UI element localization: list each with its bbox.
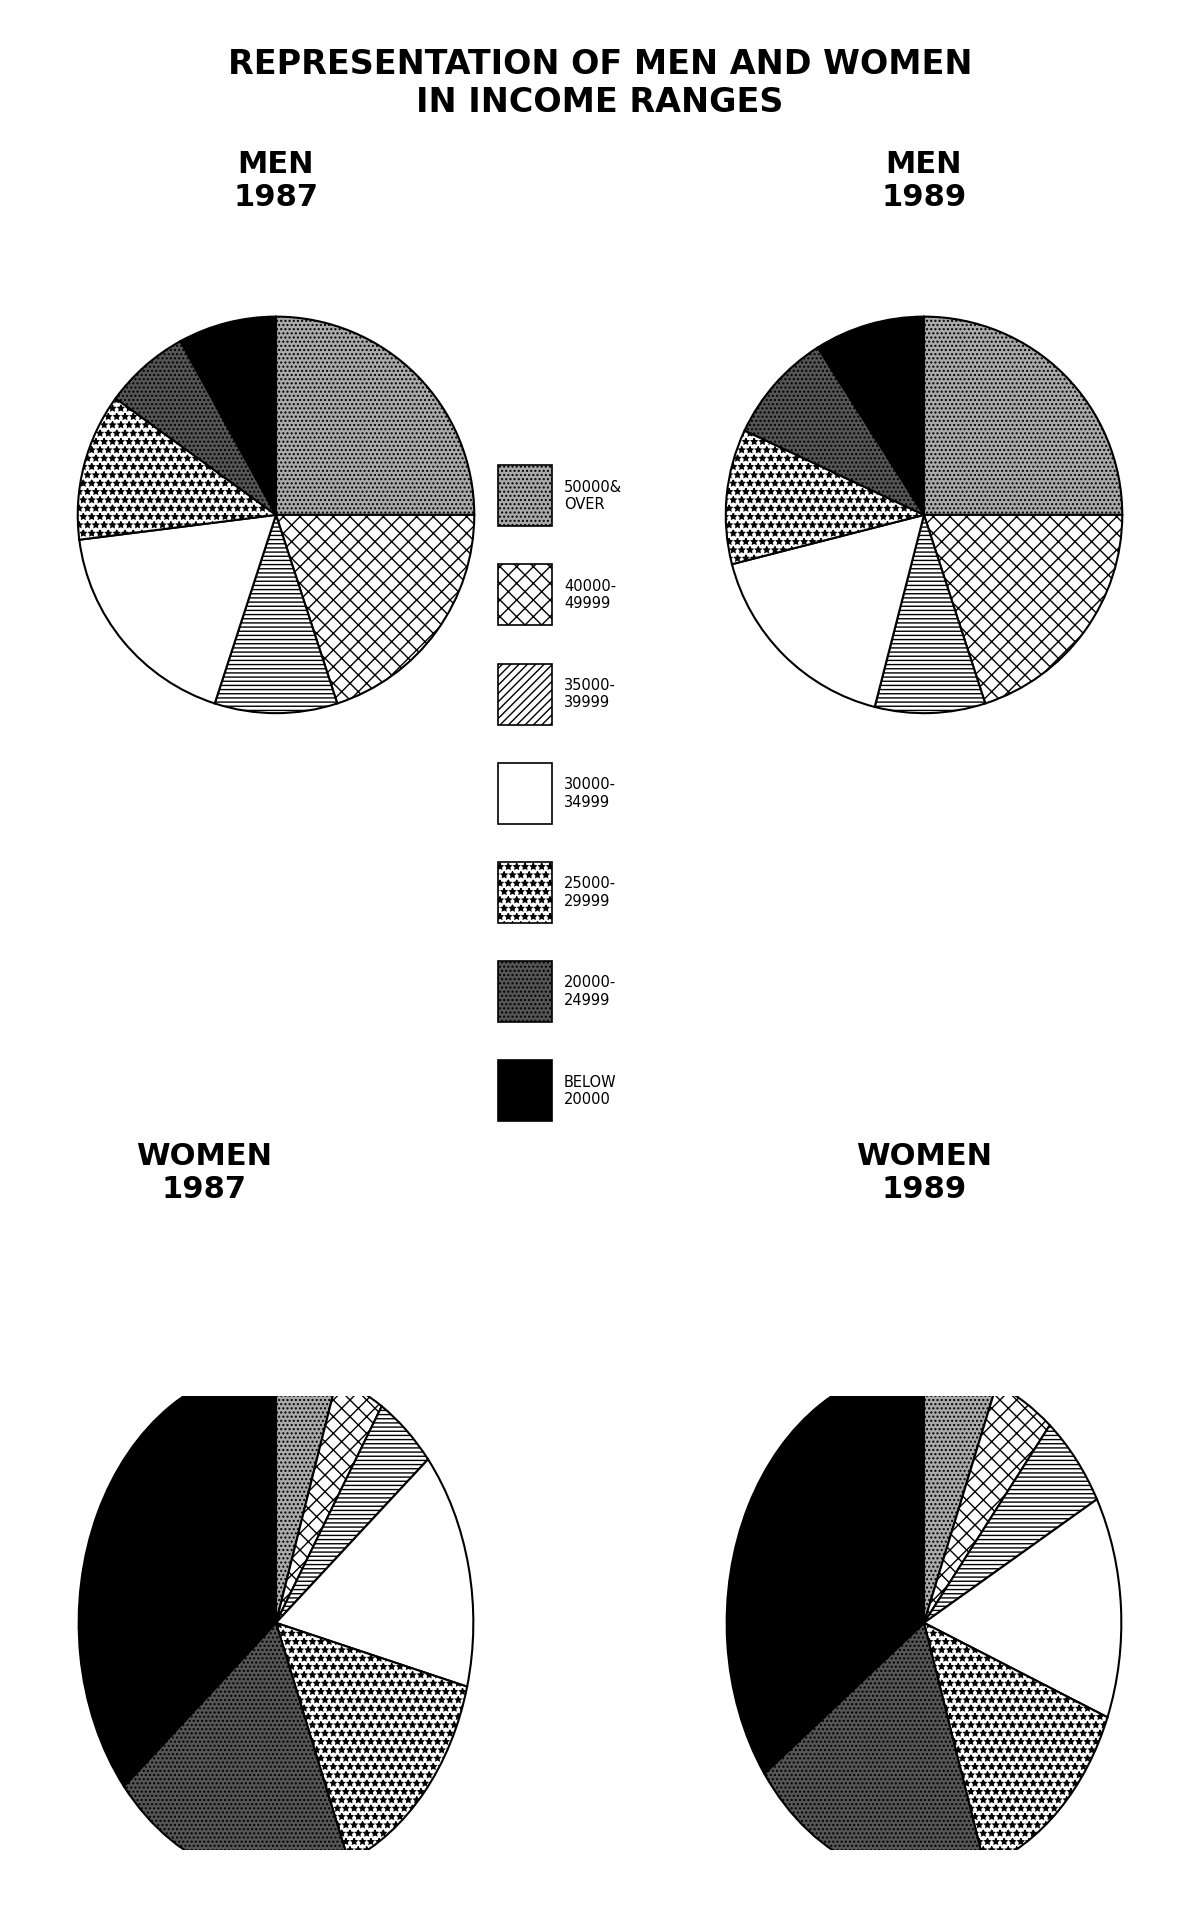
Text: WOMEN
1989: WOMEN 1989 xyxy=(856,1142,992,1203)
Text: 30000-
34999: 30000- 34999 xyxy=(564,778,616,809)
Wedge shape xyxy=(115,341,276,515)
Text: REPRESENTATION OF MEN AND WOMEN: REPRESENTATION OF MEN AND WOMEN xyxy=(228,48,972,80)
Wedge shape xyxy=(745,347,924,515)
Wedge shape xyxy=(78,399,276,540)
Text: WOMEN
1987: WOMEN 1987 xyxy=(136,1142,272,1203)
Wedge shape xyxy=(727,1365,924,1774)
Wedge shape xyxy=(124,1623,349,1880)
Wedge shape xyxy=(924,1425,1097,1623)
Wedge shape xyxy=(875,515,985,713)
Wedge shape xyxy=(276,1405,428,1623)
Wedge shape xyxy=(924,1365,997,1623)
Text: 50000&
OVER: 50000& OVER xyxy=(564,481,622,511)
Text: IN INCOME RANGES: IN INCOME RANGES xyxy=(416,86,784,118)
Wedge shape xyxy=(817,317,924,515)
Text: BELOW
20000: BELOW 20000 xyxy=(564,1076,617,1106)
Wedge shape xyxy=(180,317,276,515)
Wedge shape xyxy=(276,1365,337,1623)
Wedge shape xyxy=(924,1384,1050,1623)
Text: MEN
1987: MEN 1987 xyxy=(234,151,318,212)
Wedge shape xyxy=(924,317,1122,515)
Text: 25000-
29999: 25000- 29999 xyxy=(564,877,616,908)
Wedge shape xyxy=(276,515,474,704)
Wedge shape xyxy=(924,1623,1108,1867)
Text: 35000-
39999: 35000- 39999 xyxy=(564,679,616,709)
Text: MEN
1989: MEN 1989 xyxy=(881,151,967,212)
Wedge shape xyxy=(764,1623,985,1880)
Wedge shape xyxy=(924,515,1122,704)
Wedge shape xyxy=(79,515,276,704)
Wedge shape xyxy=(276,317,474,515)
Text: 20000-
24999: 20000- 24999 xyxy=(564,976,617,1007)
Text: 40000-
49999: 40000- 49999 xyxy=(564,580,616,610)
Wedge shape xyxy=(215,515,337,713)
Wedge shape xyxy=(732,515,924,707)
Wedge shape xyxy=(276,1459,473,1686)
Wedge shape xyxy=(276,1379,382,1623)
Wedge shape xyxy=(276,1623,467,1861)
Wedge shape xyxy=(726,431,924,564)
Wedge shape xyxy=(79,1365,276,1787)
Wedge shape xyxy=(924,1499,1121,1718)
